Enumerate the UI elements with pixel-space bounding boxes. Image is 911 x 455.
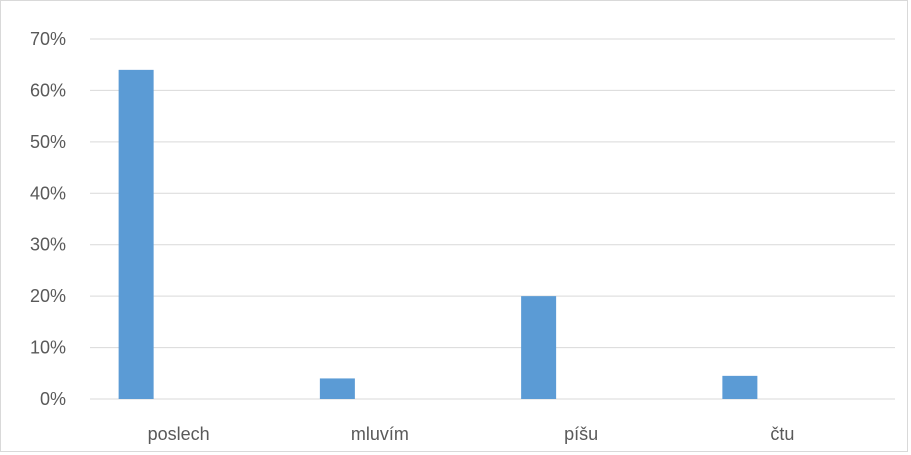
gridlines [90, 38, 895, 400]
x-category-label: mluvím [351, 424, 409, 444]
bar-poslech [118, 69, 154, 399]
y-tick-label: 20% [30, 286, 66, 306]
bars [118, 69, 758, 399]
y-tick-label: 70% [30, 29, 66, 49]
x-category-label: píšu [564, 424, 598, 444]
bar-čtu [722, 375, 758, 399]
y-tick-label: 0% [40, 389, 66, 409]
x-category-label: čtu [770, 424, 794, 444]
y-tick-label: 40% [30, 183, 66, 203]
bar-píšu [521, 296, 557, 399]
y-tick-label: 60% [30, 80, 66, 100]
x-axis-labels: poslech mluvím píšu čtu [148, 424, 795, 444]
y-tick-label: 50% [30, 132, 66, 152]
x-category-label: poslech [148, 424, 210, 444]
y-tick-label: 30% [30, 235, 66, 255]
bar-mluvím [319, 378, 355, 399]
y-tick-label: 10% [30, 338, 66, 358]
y-axis-ticks: 0% 10% 20% 30% 40% 50% 60% 70% [30, 29, 66, 409]
